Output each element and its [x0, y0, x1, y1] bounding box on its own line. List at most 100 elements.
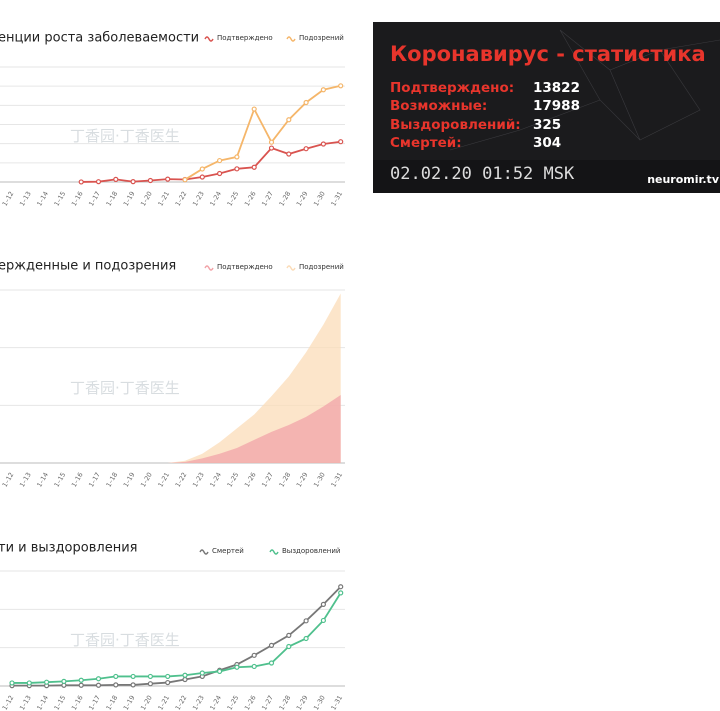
- x-tick-label: 1–12: [1, 694, 16, 711]
- x-tick-label: 1–28: [277, 190, 292, 208]
- point: [286, 643, 292, 650]
- x-tick-label: 1–26: [243, 190, 258, 208]
- x-tick-label: 1–20: [139, 694, 154, 711]
- x-tick-label: 1–18: [104, 694, 119, 711]
- point: [113, 673, 119, 680]
- timestamp: 02.02.20 01:52 MSK: [390, 164, 575, 184]
- chart-title: ти и выздоровления: [0, 541, 137, 556]
- point: [165, 673, 171, 680]
- x-tick-label: 1–26: [243, 471, 258, 489]
- point: [217, 668, 223, 675]
- point: [251, 663, 257, 670]
- x-tick-label: 1–29: [295, 471, 310, 489]
- point: [78, 682, 84, 688]
- x-tick-label: 1–19: [122, 190, 137, 208]
- x-tick-label: 1–24: [208, 190, 223, 208]
- point: [147, 673, 153, 680]
- x-tick-label: 1–21: [156, 190, 171, 208]
- source: neuromir.tv: [647, 173, 720, 186]
- x-tick-label: 1–24: [208, 471, 223, 489]
- legend-label: Подозрений: [299, 34, 344, 42]
- row-value: 17988: [533, 98, 580, 114]
- point: [303, 99, 309, 106]
- point: [268, 642, 275, 648]
- point: [320, 617, 326, 624]
- x-tick-label: 1–16: [70, 471, 85, 489]
- point: [303, 635, 309, 642]
- chart-title: ержденные и подозрения: [0, 259, 176, 274]
- x-tick-label: 1–29: [295, 190, 310, 208]
- point: [286, 632, 292, 639]
- point: [268, 660, 275, 666]
- row-label: Смертей:: [390, 135, 462, 151]
- point: [199, 166, 205, 172]
- point: [251, 164, 257, 170]
- x-tick-label: 1–20: [139, 190, 154, 208]
- row-value: 304: [533, 135, 561, 151]
- row-label: Возможные:: [390, 98, 487, 114]
- line: [12, 592, 342, 684]
- point: [182, 672, 188, 678]
- x-tick-label: 1–17: [87, 471, 102, 489]
- area: [12, 394, 341, 463]
- point: [286, 117, 292, 123]
- point: [26, 680, 32, 686]
- point: [9, 680, 15, 686]
- point: [78, 179, 84, 185]
- x-tick-label: 1–25: [226, 471, 241, 489]
- x-tick-label: 1–14: [35, 190, 50, 208]
- x-tick-label: 1–21: [156, 471, 171, 489]
- legend-label: Смертей: [212, 547, 244, 555]
- x-tick-label: 1–30: [312, 190, 327, 208]
- x-tick-label: 1–24: [208, 694, 223, 711]
- point: [199, 174, 205, 180]
- point: [303, 146, 309, 152]
- point: [286, 151, 292, 157]
- point: [113, 682, 119, 688]
- legend-icon: [204, 265, 214, 271]
- point: [182, 676, 188, 683]
- legend-icon: [286, 265, 296, 271]
- legend-label: Подозрений: [299, 263, 344, 271]
- x-tick-label: 1–13: [18, 694, 33, 711]
- x-tick-label: 1–30: [312, 694, 327, 711]
- point: [130, 179, 136, 185]
- legend-icon: [204, 36, 214, 42]
- point: [217, 170, 223, 177]
- row-value: 325: [533, 117, 561, 133]
- point: [268, 145, 275, 151]
- area: [12, 293, 341, 463]
- row-label: Выздоровлений:: [390, 117, 521, 133]
- x-tick-label: 1–23: [191, 471, 206, 489]
- point: [217, 157, 223, 164]
- watermark: 丁香园·丁香医生: [70, 631, 180, 649]
- point: [234, 664, 240, 670]
- x-tick-label: 1–15: [53, 694, 68, 711]
- point: [95, 676, 102, 682]
- x-tick-label: 1–14: [35, 694, 50, 711]
- x-tick-label: 1–26: [243, 694, 258, 711]
- x-tick-label: 1–18: [104, 471, 119, 489]
- x-tick-label: 1–23: [191, 694, 206, 711]
- point: [338, 139, 344, 145]
- x-tick-label: 1–27: [260, 694, 275, 711]
- x-tick-label: 1–21: [156, 694, 171, 711]
- point: [320, 141, 326, 147]
- line: [12, 586, 342, 687]
- x-tick-label: 1–16: [70, 694, 85, 711]
- row-value: 13822: [533, 80, 580, 96]
- x-tick-label: 1–15: [53, 471, 68, 489]
- point: [338, 584, 344, 590]
- x-tick-label: 1–25: [226, 694, 241, 711]
- point: [95, 179, 102, 185]
- point: [165, 679, 171, 686]
- x-tick-label: 1–30: [312, 471, 327, 489]
- x-tick-label: 1–27: [260, 471, 275, 489]
- chart-title: енции роста заболеваемости: [0, 31, 199, 46]
- panel-network: [449, 29, 720, 151]
- point: [113, 176, 119, 182]
- point: [268, 139, 275, 145]
- point: [234, 166, 240, 172]
